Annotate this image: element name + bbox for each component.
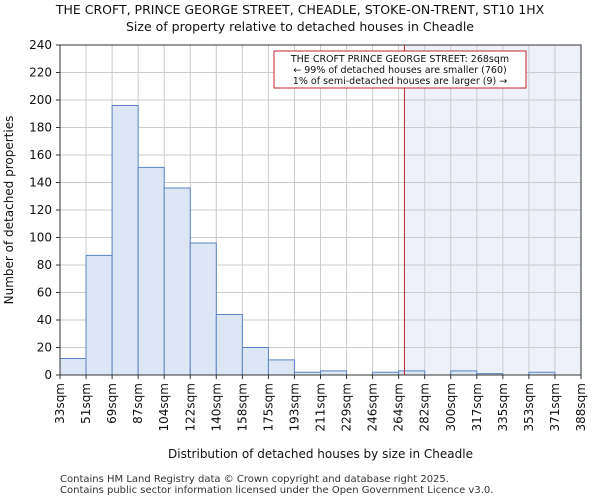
x-tick-label: 193sqm <box>287 383 301 431</box>
x-tick-label: 371sqm <box>548 383 562 431</box>
y-tick-label: 220 <box>29 66 52 80</box>
y-tick-label: 0 <box>44 368 52 382</box>
x-tick-label: 211sqm <box>314 383 328 431</box>
x-axis-label: Distribution of detached houses by size … <box>168 447 473 461</box>
x-tick-label: 104sqm <box>157 383 171 431</box>
bar <box>398 370 426 376</box>
bar <box>320 370 348 376</box>
y-tick-label: 40 <box>37 313 52 327</box>
annotation-box <box>273 50 527 89</box>
y-tick-label: 160 <box>29 148 52 162</box>
x-tick-label: 353sqm <box>522 383 536 431</box>
annotation-line: THE CROFT PRINCE GEORGE STREET: 268sqm <box>290 54 509 65</box>
x-tick-label: 282sqm <box>418 383 432 431</box>
bar <box>189 242 217 376</box>
x-tick-label: 33sqm <box>53 383 67 424</box>
bar <box>215 314 243 376</box>
x-tick-label: 388sqm <box>574 383 588 431</box>
x-tick-label: 246sqm <box>366 383 380 431</box>
y-tick-label: 20 <box>37 341 52 355</box>
annotation-line: ← 99% of detached houses are smaller (76… <box>293 65 506 76</box>
x-tick-label: 140sqm <box>209 383 223 431</box>
bar <box>85 254 113 376</box>
x-tick-label: 158sqm <box>235 383 249 431</box>
chart-title: THE CROFT, PRINCE GEORGE STREET, CHEADLE… <box>55 2 545 17</box>
x-tick-label: 122sqm <box>183 383 197 431</box>
annotation-line: 1% of semi-detached houses are larger (9… <box>293 76 507 87</box>
y-tick-label: 200 <box>29 93 52 107</box>
x-tick-label: 69sqm <box>105 383 119 424</box>
bar <box>241 347 269 376</box>
bar <box>267 359 295 376</box>
footer-copyright: Contains HM Land Registry data © Crown c… <box>60 474 449 485</box>
chart-subtitle: Size of property relative to detached ho… <box>125 19 474 34</box>
y-tick-label: 80 <box>37 258 52 272</box>
y-tick-label: 60 <box>37 286 52 300</box>
x-tick-label: 51sqm <box>79 383 93 424</box>
y-tick-label: 120 <box>29 203 52 217</box>
x-tick-label: 317sqm <box>470 383 484 431</box>
y-tick-label: 100 <box>29 231 52 245</box>
footer-licence: Contains public sector information licen… <box>60 485 494 496</box>
bar <box>163 187 191 376</box>
bar <box>59 358 87 376</box>
x-tick-label: 300sqm <box>444 383 458 431</box>
x-tick-label: 87sqm <box>131 383 145 424</box>
x-tick-label: 335sqm <box>496 383 510 431</box>
x-tick-label: 175sqm <box>261 383 275 431</box>
bar <box>450 370 478 376</box>
x-tick-label: 264sqm <box>392 383 406 431</box>
y-axis-label: Number of detached properties <box>2 116 16 305</box>
bar <box>137 166 165 376</box>
y-tick-label: 180 <box>29 121 52 135</box>
bar <box>111 105 139 376</box>
y-tick-label: 140 <box>29 176 52 190</box>
y-tick-label: 240 <box>29 38 52 52</box>
x-tick-label: 229sqm <box>340 383 354 431</box>
